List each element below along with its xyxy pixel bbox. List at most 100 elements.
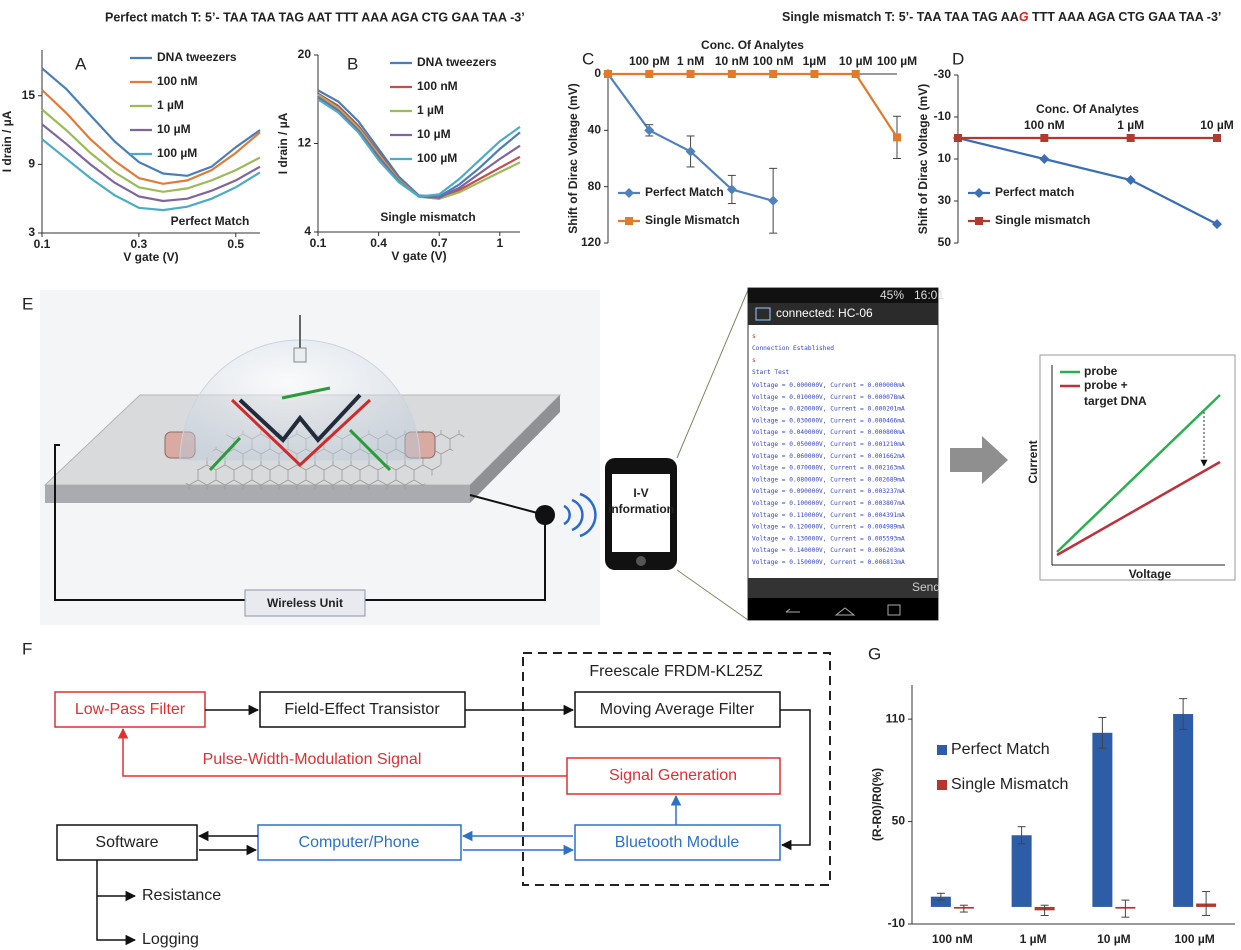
annotation: Perfect Match	[171, 214, 250, 228]
point	[1127, 134, 1135, 142]
y-tick-label: 9	[28, 157, 35, 171]
box-label: Moving Average Filter	[600, 701, 755, 718]
zoom-line	[677, 290, 748, 458]
legend-label: 10 µM	[417, 127, 451, 141]
point	[728, 70, 736, 78]
x-tick-label: 10 µM	[1200, 118, 1234, 132]
box-label: Low-Pass Filter	[75, 701, 186, 718]
send-button[interactable]: Send	[912, 580, 940, 594]
x-tick-label: 100 pM	[629, 54, 670, 68]
axis-title: Conc. Of Analytes	[1036, 102, 1139, 116]
annotation: Single mismatch	[380, 210, 475, 224]
x-tick-label: 0.1	[310, 236, 327, 250]
point	[768, 196, 778, 206]
legend-label: 1 µM	[157, 98, 184, 112]
legend-label: DNA tweezers	[157, 50, 237, 64]
log-line: s	[752, 357, 756, 364]
y-tick-label: 40	[588, 123, 602, 137]
reading-line: Voltage = 0.040000V, Current = 0.000800m…	[752, 429, 905, 436]
reading-line: Voltage = 0.100000V, Current = 0.003807m…	[752, 500, 905, 507]
phone-subtitle: information	[608, 502, 674, 516]
y-axis-label: I drain / µA	[276, 112, 290, 174]
figure: Perfect match T: 5’- TAA TAA TAG AAT TTT…	[0, 0, 1241, 950]
panel-label: D	[952, 49, 964, 68]
y-axis-label: Shift of Dirac Voltage (mV)	[916, 84, 930, 234]
header-mismatch: Single mismatch T: 5’- TAA TAA TAG AAG T…	[782, 10, 1221, 24]
bar	[1012, 835, 1032, 907]
wireless-unit-label: Wireless Unit	[267, 596, 343, 610]
legend-swatch	[937, 745, 947, 755]
point	[1212, 219, 1222, 229]
point	[1040, 134, 1048, 142]
x-tick-label: 0.5	[227, 237, 244, 251]
log-line: Start Test	[752, 369, 790, 376]
y-tick-label: -30	[934, 67, 952, 81]
reading-line: Voltage = 0.010000V, Current = 0.000078m…	[752, 394, 905, 401]
y-tick-label: 12	[298, 136, 312, 150]
inset	[1040, 355, 1235, 580]
panel-label: A	[75, 54, 87, 73]
reading-line: Voltage = 0.070000V, Current = 0.002163m…	[752, 465, 905, 472]
legend-swatch	[937, 780, 947, 790]
point	[687, 70, 695, 78]
reading-line: Voltage = 0.030000V, Current = 0.000466m…	[752, 417, 905, 424]
x-tick-label: 10 µM	[1097, 932, 1131, 946]
reading-line: Voltage = 0.000000V, Current = 0.000000m…	[752, 382, 905, 389]
legend-label: Perfect Match	[645, 185, 724, 199]
panel-label: C	[582, 49, 594, 68]
y-tick-label: 20	[298, 47, 312, 61]
x-tick-label: 0.3	[131, 237, 148, 251]
x-tick-label: 1 µM	[1117, 118, 1144, 132]
box-label: Computer/Phone	[299, 834, 420, 851]
y-tick-label: 120	[581, 235, 601, 249]
y-tick-label: 0	[594, 66, 601, 80]
legend-label: target DNA	[1084, 394, 1147, 408]
legend-label: Single Mismatch	[951, 776, 1068, 793]
point	[810, 70, 818, 78]
y-tick-label: 110	[886, 711, 906, 725]
legend-label: probe	[1084, 364, 1118, 378]
x-tick-label: 0.4	[370, 236, 387, 250]
legend-label: Single mismatch	[995, 213, 1090, 227]
output-label: Logging	[142, 931, 199, 948]
x-tick-label: 100 µM	[1174, 932, 1214, 946]
point	[604, 70, 612, 78]
box-label: Bluetooth Module	[615, 834, 740, 851]
phone-title: I-V	[633, 486, 648, 500]
reading-line: Voltage = 0.060000V, Current = 0.001662m…	[752, 453, 905, 460]
y-tick-label: 10	[938, 151, 952, 165]
point	[1213, 134, 1221, 142]
board-label: Freescale FRDM-KL25Z	[589, 663, 763, 680]
y-tick-label: -10	[888, 916, 906, 930]
x-axis-label: V gate (V)	[391, 249, 446, 263]
box-label: Field-Effect Transistor	[284, 701, 440, 718]
x-tick-label: 10 nM	[715, 54, 749, 68]
x-tick-label: 10 µM	[839, 54, 873, 68]
y-tick-label: 15	[22, 88, 36, 102]
legend-label: 100 µM	[157, 146, 197, 160]
panel-label: F	[22, 639, 32, 658]
y-tick-label: 30	[938, 193, 952, 207]
reading-line: Voltage = 0.130000V, Current = 0.005593m…	[752, 535, 905, 542]
point	[893, 133, 901, 141]
panel-e: E Wireless Unit I-V information 45% 16:0…	[22, 288, 1235, 625]
inset-ylabel: Current	[1026, 440, 1040, 483]
reading-line: Voltage = 0.080000V, Current = 0.002689m…	[752, 476, 905, 483]
reading-line: Voltage = 0.150000V, Current = 0.006813m…	[752, 559, 905, 566]
point	[1126, 175, 1136, 185]
reading-line: Voltage = 0.090000V, Current = 0.003237m…	[752, 488, 905, 495]
point	[954, 134, 962, 142]
legend-label: 100 µM	[417, 151, 457, 165]
point	[645, 70, 653, 78]
panel-label: G	[868, 644, 881, 663]
legend-label: 10 µM	[157, 122, 191, 136]
connection-status: connected: HC-06	[776, 306, 873, 320]
y-axis-label: (R-R0)/R0(%)	[870, 768, 884, 841]
battery: 45%	[880, 288, 904, 302]
box-label: Software	[95, 834, 158, 851]
input-bar	[748, 578, 938, 598]
x-tick-label: 100 nM	[1024, 118, 1065, 132]
point	[1039, 154, 1049, 164]
clock: 16:01	[914, 288, 944, 302]
legend-marker	[974, 188, 984, 198]
